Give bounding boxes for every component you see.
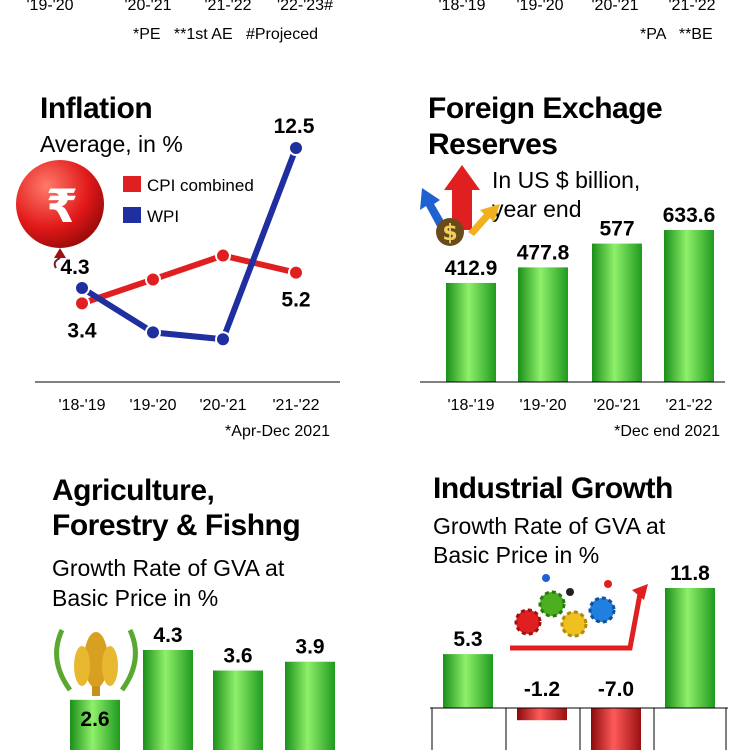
svg-text:$: $ <box>442 221 457 246</box>
x-tick-label: '19-'20 <box>519 397 566 414</box>
tick-label: '18-'19 <box>438 0 485 14</box>
x-tick-label: '21-'22 <box>665 397 712 414</box>
data-point <box>74 280 90 296</box>
bar <box>143 650 193 750</box>
forex-subtitle-line2: year end <box>492 196 582 222</box>
data-label: 412.9 <box>445 257 498 280</box>
forex-subtitle-line1: In US $ billion, <box>492 167 640 193</box>
agri-bar-chart: 2.6 4.3 3.6 3.9 <box>70 624 335 750</box>
agri-title-line1: Agriculture, <box>52 474 214 507</box>
tick-label: '20-'21 <box>591 0 638 14</box>
industry-subtitle-line1: Growth Rate of GVA at <box>433 513 666 539</box>
inflation-legend: CPI combined WPI <box>123 176 254 226</box>
legend-label-cpi: CPI combined <box>147 176 254 195</box>
tick-label: '21-'22 <box>204 0 251 14</box>
data-label: 5.3 <box>453 628 482 651</box>
data-label: 633.6 <box>663 204 716 227</box>
agri-subtitle-line2: Basic Price in % <box>52 585 218 611</box>
data-label: 3.9 <box>295 636 324 659</box>
inflation-line-chart: 3.4 5.2 4.3 12.5 <box>60 115 315 348</box>
data-label: 2.6 <box>80 708 109 731</box>
tick-label: '21-'22 <box>668 0 715 14</box>
data-label: 5.2 <box>281 289 310 312</box>
series-line <box>80 146 299 343</box>
tick-label: '22-'23# <box>277 0 333 14</box>
x-tick-label: '20-'21 <box>593 397 640 414</box>
top-left-ticks: '19-'20 '20-'21 '21-'22 '22-'23# <box>26 0 333 14</box>
data-point <box>288 264 304 281</box>
inflation-footnote: *Apr-Dec 2021 <box>225 423 330 440</box>
x-tick-label: '18-'19 <box>58 397 105 414</box>
bar <box>665 588 715 708</box>
x-tick-label: '18-'19 <box>447 397 494 414</box>
data-label: -7.0 <box>598 678 634 701</box>
agri-subtitle-line1: Growth Rate of GVA at <box>52 555 285 581</box>
dollar-arrows-icon: $ <box>420 165 500 246</box>
data-point <box>145 271 161 288</box>
bar <box>518 267 568 382</box>
data-label: 3.6 <box>223 645 252 668</box>
legend-label-wpi: WPI <box>147 207 179 226</box>
data-point <box>215 247 231 264</box>
data-label: 477.8 <box>517 241 570 264</box>
data-label: 3.4 <box>67 319 97 342</box>
top-left-footnote: *PE **1st AE #Projeced <box>133 26 318 43</box>
bar <box>664 230 714 382</box>
svg-text:₹: ₹ <box>46 179 78 233</box>
x-tick-label: '19-'20 <box>129 397 176 414</box>
bar <box>591 708 641 750</box>
forex-footnote: *Dec end 2021 <box>614 423 720 440</box>
forex-bar-chart: 412.9 477.8 577 633.6 <box>445 204 716 382</box>
forex-title-line2: Reserves <box>428 128 557 161</box>
series-line <box>81 252 297 307</box>
industry-title: Industrial Growth <box>433 472 673 505</box>
top-right-ticks: '18-'19 '19-'20 '20-'21 '21-'22 <box>438 0 715 14</box>
top-right-footnote: *PA **BE <box>640 26 713 43</box>
bar <box>446 282 496 382</box>
agri-title-line2: Forestry & Fishng <box>52 509 300 542</box>
data-label: 11.8 <box>670 562 710 585</box>
x-tick-label: '20-'21 <box>199 397 246 414</box>
tick-label: '19-'20 <box>26 0 73 14</box>
forex-x-ticks: '18-'19 '19-'20 '20-'21 '21-'22 <box>447 397 712 414</box>
industry-bar-chart: 5.3 -1.2 -7.0 11.8 <box>430 562 728 750</box>
inflation-title: Inflation <box>40 92 152 125</box>
inflation-x-ticks: '18-'19 '19-'20 '20-'21 '21-'22 <box>58 397 319 414</box>
bar <box>285 661 335 750</box>
inflation-subtitle: Average, in % <box>40 131 183 157</box>
data-label: 4.3 <box>60 256 89 279</box>
forex-title-line1: Foreign Exchage <box>428 92 662 125</box>
data-label: 577 <box>599 218 634 241</box>
data-point <box>215 331 231 348</box>
industry-subtitle-line2: Basic Price in % <box>433 542 599 568</box>
legend-swatch-wpi <box>123 207 141 223</box>
rupee-balloon-icon: ₹ <box>16 160 104 269</box>
bar <box>592 243 642 382</box>
legend-swatch-cpi <box>123 176 141 192</box>
wheat-wreath-icon <box>54 628 138 696</box>
data-point <box>145 324 161 341</box>
data-label: 4.3 <box>153 624 182 647</box>
data-point <box>288 140 304 156</box>
bar <box>70 699 120 750</box>
data-label: -1.2 <box>524 678 560 701</box>
tick-label: '19-'20 <box>516 0 563 14</box>
data-point <box>74 295 90 312</box>
gears-people-icon <box>510 574 648 651</box>
tick-label: '20-'21 <box>124 0 171 14</box>
bar <box>517 708 567 721</box>
data-label: 12.5 <box>274 115 315 138</box>
x-tick-label: '21-'22 <box>272 397 319 414</box>
bar <box>443 654 493 708</box>
bar <box>213 670 263 750</box>
